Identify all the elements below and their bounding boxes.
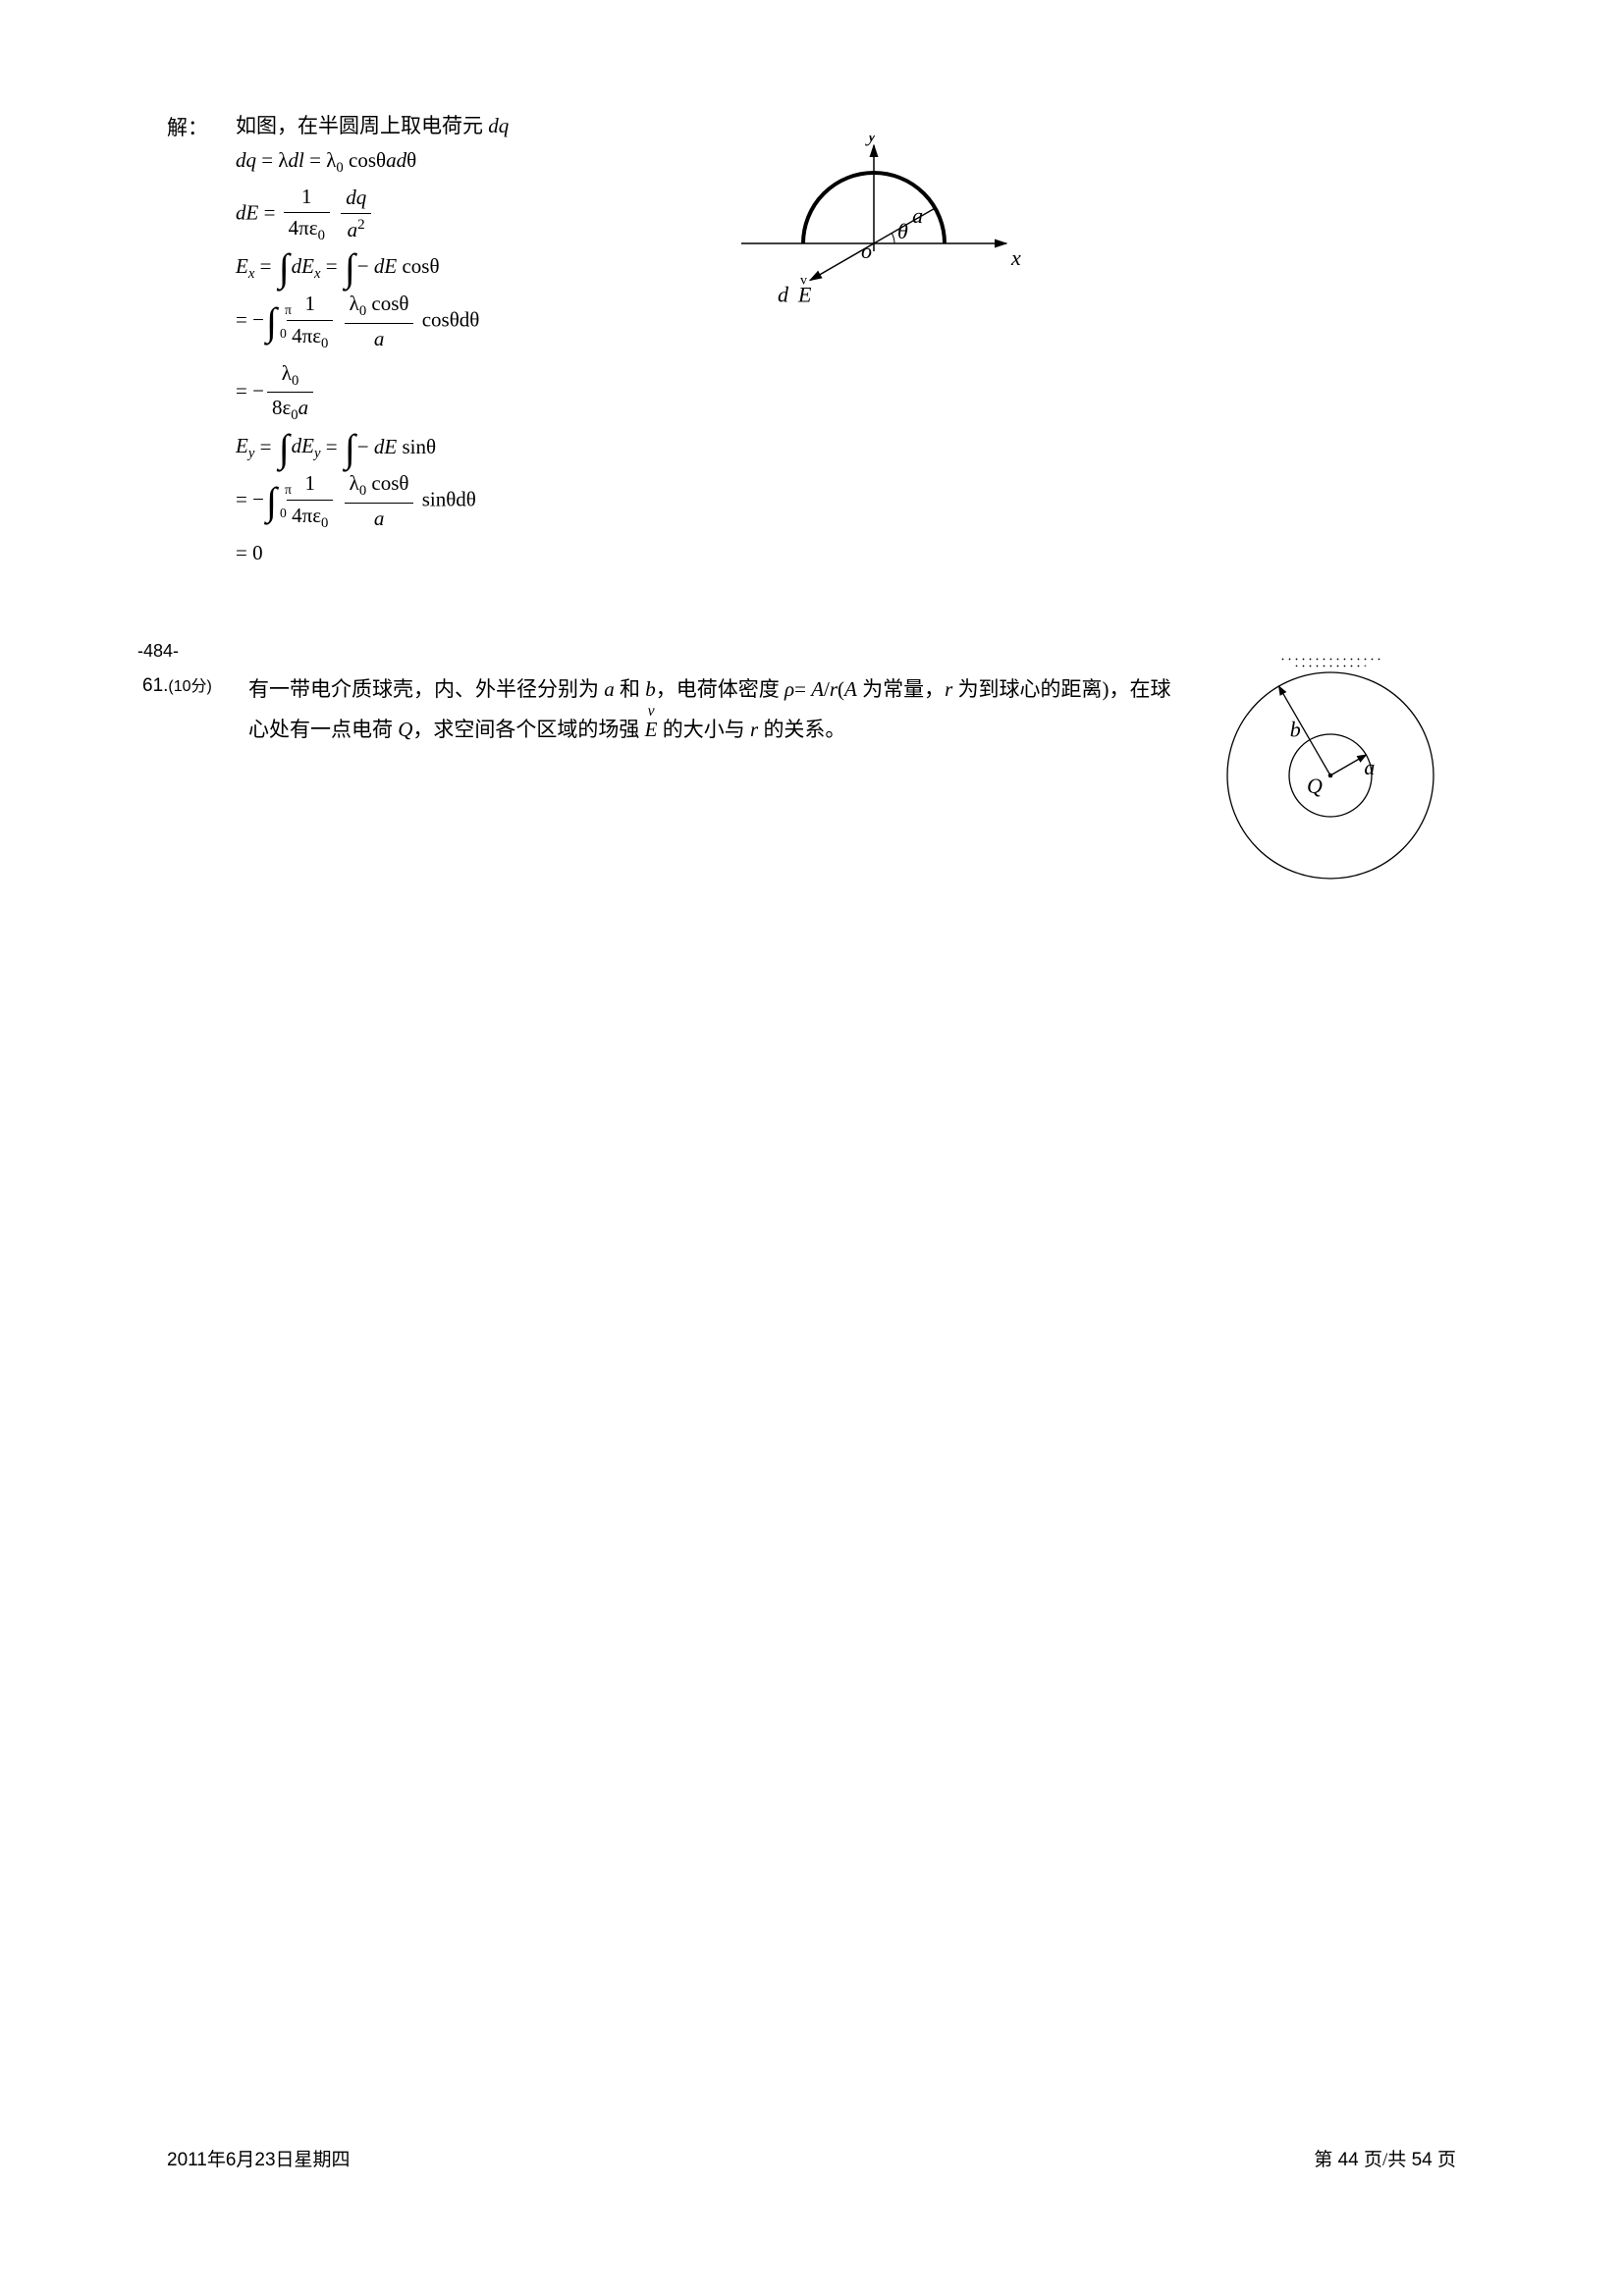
equation-Ex-3: = −λ08ε0a bbox=[236, 358, 658, 427]
page-footer: 2011年6月23日星期四 第 44 页/共 54 页 bbox=[167, 2145, 1456, 2171]
equation-Ey-1: Ey = ∫dEy = ∫− dE sinθ bbox=[236, 431, 658, 466]
equation-Ex-1: Ex = ∫dEx = ∫− dE cosθ bbox=[236, 250, 658, 286]
footer-pagination: 第 44 页/共 54 页 bbox=[1314, 2145, 1456, 2171]
svg-text:y: y bbox=[865, 135, 877, 146]
svg-text:Q: Q bbox=[1307, 774, 1323, 798]
svg-text:a: a bbox=[1364, 755, 1375, 779]
equation-Ex-2: = −∫0π 14πε0 λ0 cosθa cosθdθ bbox=[236, 289, 658, 355]
semicircle-diagram: yxaθodEv bbox=[717, 135, 1031, 357]
solution-body: 如图，在半圆周上取电荷元 dq dq = λdl = λ0 cosθadθ dE… bbox=[236, 108, 1453, 572]
solution-block: 解： 如图，在半圆周上取电荷元 dq dq = λdl = λ0 cosθadθ… bbox=[167, 108, 1453, 572]
footer-date: 2011年6月23日星期四 bbox=[167, 2145, 351, 2171]
problem-61: 61.(10分) 有一带电介质球壳，内、外半径分别为 a 和 b，电荷体密度 ρ… bbox=[167, 669, 1453, 750]
svg-text:a: a bbox=[912, 203, 923, 228]
equation-dE: dE = 14πε0 dqa2 bbox=[236, 182, 658, 248]
solution-text-line1: 如图，在半圆周上取电荷元 dq bbox=[236, 111, 658, 142]
svg-text:v: v bbox=[800, 274, 807, 289]
svg-text:o: o bbox=[861, 239, 872, 263]
solution-label: 解： bbox=[167, 108, 236, 141]
problem-num-value: 61. bbox=[142, 675, 168, 696]
svg-text:b: b bbox=[1290, 717, 1301, 741]
equation-Ey-2: = −∫0π 14πε0 λ0 cosθa sinθdθ bbox=[236, 468, 658, 535]
problem-points: (10分) bbox=[168, 678, 211, 695]
svg-text:d: d bbox=[778, 283, 789, 307]
shell-diagram: Qa b bbox=[1213, 658, 1448, 899]
equation-Ey-3: = 0 bbox=[236, 538, 658, 569]
equation-dq: dq = λdl = λ0 cosθadθ bbox=[236, 145, 658, 179]
problem-number: 61.(10分) bbox=[142, 669, 248, 697]
svg-text:θ: θ bbox=[897, 219, 908, 243]
svg-text:x: x bbox=[1010, 245, 1021, 270]
